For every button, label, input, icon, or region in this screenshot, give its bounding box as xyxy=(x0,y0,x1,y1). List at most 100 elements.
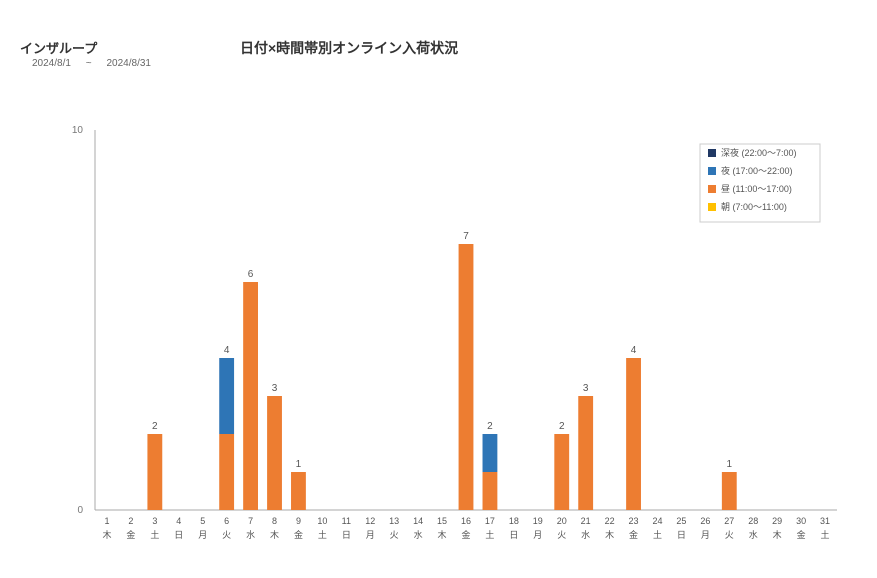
svg-text:16: 16 xyxy=(461,516,471,526)
svg-text:21: 21 xyxy=(581,516,591,526)
svg-text:水: 水 xyxy=(581,529,590,540)
svg-text:30: 30 xyxy=(796,516,806,526)
svg-text:月: 月 xyxy=(533,530,542,540)
chart-title: 日付×時間帯別オンライン入荷状況 xyxy=(240,38,458,58)
svg-text:10: 10 xyxy=(72,125,84,136)
svg-text:14: 14 xyxy=(413,516,423,526)
svg-text:月: 月 xyxy=(701,530,710,540)
brand-name: インザループ xyxy=(20,38,97,57)
legend-label: 昼 (11:00～17:00) xyxy=(721,184,792,194)
bar-segment xyxy=(554,434,569,510)
svg-text:0: 0 xyxy=(77,505,83,516)
bar-value-label: 7 xyxy=(463,231,469,242)
svg-text:金: 金 xyxy=(797,529,806,540)
svg-text:金: 金 xyxy=(126,529,135,540)
bar-value-label: 6 xyxy=(248,269,254,280)
bar-segment xyxy=(147,434,162,510)
bar-value-label: 2 xyxy=(487,421,493,432)
svg-text:7: 7 xyxy=(248,516,253,526)
svg-text:3: 3 xyxy=(152,516,157,526)
svg-text:25: 25 xyxy=(676,516,686,526)
svg-text:木: 木 xyxy=(605,529,614,540)
header: インザループ 2024/8/1 ~ 2024/8/31 日付×時間帯別オンライン… xyxy=(0,0,877,70)
svg-text:5: 5 xyxy=(200,516,205,526)
svg-text:金: 金 xyxy=(461,529,470,540)
svg-text:木: 木 xyxy=(270,529,279,540)
legend-swatch xyxy=(708,167,716,175)
svg-text:日: 日 xyxy=(509,530,518,540)
bar-value-label: 2 xyxy=(152,421,158,432)
bar-value-label: 3 xyxy=(583,383,589,394)
date-to: 2024/8/31 xyxy=(107,58,152,69)
svg-text:19: 19 xyxy=(533,516,543,526)
svg-text:22: 22 xyxy=(605,516,615,526)
legend-swatch xyxy=(708,185,716,193)
svg-text:6: 6 xyxy=(224,516,229,526)
bar-segment xyxy=(219,434,234,510)
bar-segment xyxy=(578,396,593,510)
svg-text:18: 18 xyxy=(509,516,519,526)
bar-value-label: 4 xyxy=(631,345,637,356)
svg-text:日: 日 xyxy=(677,530,686,540)
svg-text:28: 28 xyxy=(748,516,758,526)
svg-text:12: 12 xyxy=(365,516,375,526)
chart-area: 0101木2金3土4日5月6火7水8木9金10土11日12月13火14水15木1… xyxy=(0,120,877,560)
svg-text:水: 水 xyxy=(414,529,423,540)
svg-text:土: 土 xyxy=(485,529,494,540)
legend-label: 夜 (17:00～22:00) xyxy=(721,165,793,176)
svg-text:11: 11 xyxy=(342,516,351,526)
svg-text:土: 土 xyxy=(318,529,327,540)
bar-segment xyxy=(722,472,737,510)
svg-text:火: 火 xyxy=(222,530,231,540)
svg-text:日: 日 xyxy=(342,530,351,540)
bar-value-label: 1 xyxy=(727,459,733,470)
svg-text:金: 金 xyxy=(629,529,638,540)
svg-text:20: 20 xyxy=(557,516,567,526)
bar-segment xyxy=(267,396,282,510)
svg-text:31: 31 xyxy=(820,516,830,526)
svg-text:26: 26 xyxy=(700,516,710,526)
bar-segment xyxy=(483,472,498,510)
svg-text:木: 木 xyxy=(438,529,447,540)
svg-text:24: 24 xyxy=(652,516,662,526)
svg-text:土: 土 xyxy=(150,529,159,540)
svg-text:火: 火 xyxy=(557,530,566,540)
svg-text:月: 月 xyxy=(366,530,375,540)
bar-value-label: 3 xyxy=(272,383,278,394)
legend-label: 朝 (7:00～11:00) xyxy=(721,202,787,212)
date-from: 2024/8/1 xyxy=(32,58,71,69)
svg-text:2: 2 xyxy=(128,516,133,526)
svg-text:木: 木 xyxy=(773,529,782,540)
date-range: 2024/8/1 ~ 2024/8/31 xyxy=(32,58,151,69)
svg-text:日: 日 xyxy=(174,530,183,540)
legend-label: 深夜 (22:00～7:00) xyxy=(721,147,797,158)
svg-text:水: 水 xyxy=(749,529,758,540)
date-separator: ~ xyxy=(74,58,104,69)
svg-text:17: 17 xyxy=(485,516,495,526)
svg-text:8: 8 xyxy=(272,516,277,526)
bar-value-label: 1 xyxy=(296,459,302,470)
svg-text:27: 27 xyxy=(724,516,734,526)
stacked-bar-chart: 0101木2金3土4日5月6火7水8木9金10土11日12月13火14水15木1… xyxy=(0,120,877,560)
svg-text:金: 金 xyxy=(294,529,303,540)
bar-segment xyxy=(626,358,641,510)
bar-segment xyxy=(459,244,474,510)
svg-text:1: 1 xyxy=(104,516,109,526)
svg-text:23: 23 xyxy=(629,516,639,526)
bar-value-label: 2 xyxy=(559,421,565,432)
svg-text:土: 土 xyxy=(653,529,662,540)
svg-text:13: 13 xyxy=(389,516,399,526)
svg-text:木: 木 xyxy=(102,529,111,540)
svg-text:火: 火 xyxy=(390,530,399,540)
svg-text:9: 9 xyxy=(296,516,301,526)
svg-text:29: 29 xyxy=(772,516,782,526)
legend-swatch xyxy=(708,203,716,211)
bar-segment xyxy=(219,358,234,434)
svg-text:10: 10 xyxy=(317,516,327,526)
bar-segment xyxy=(483,434,498,472)
svg-text:4: 4 xyxy=(176,516,181,526)
svg-text:土: 土 xyxy=(821,529,830,540)
svg-text:火: 火 xyxy=(725,530,734,540)
bar-value-label: 4 xyxy=(224,345,230,356)
svg-text:15: 15 xyxy=(437,516,447,526)
